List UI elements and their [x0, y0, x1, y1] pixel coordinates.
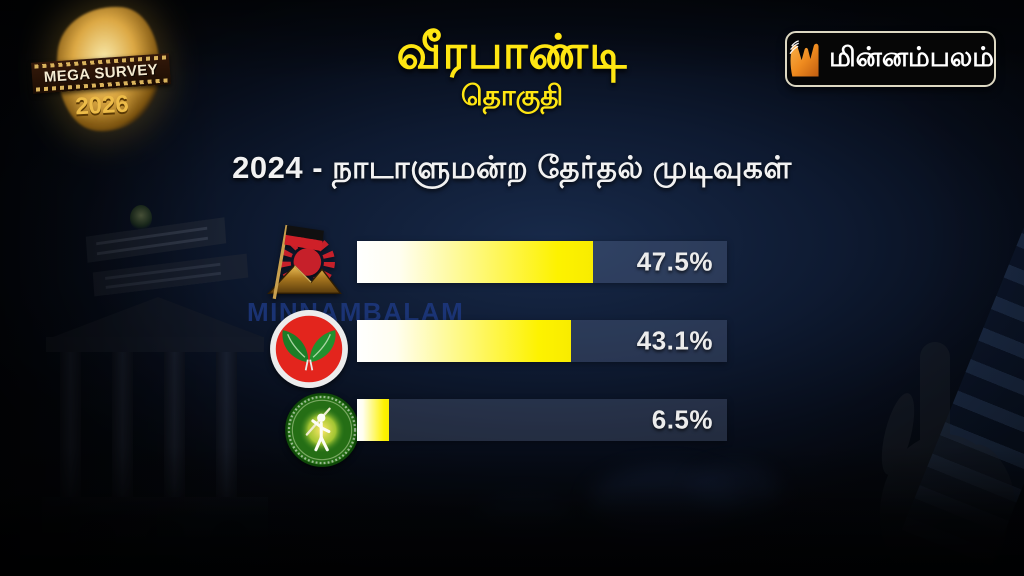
bar-fill-aiadmk	[357, 320, 572, 362]
bar-track-aiadmk: 43.1%	[357, 320, 727, 362]
bar-fill-ntk	[357, 399, 390, 441]
bar-fill-dmk	[357, 241, 594, 283]
bar-value-dmk: 47.5%	[636, 246, 713, 277]
minnambalam-m-icon	[789, 40, 819, 77]
bar-track-dmk: 47.5%	[357, 241, 727, 283]
ntk-farmer-badge-logo	[285, 393, 359, 467]
dmk-rising-sun-flag-logo	[267, 224, 342, 300]
bar-track-ntk: 6.5%	[357, 399, 727, 441]
bar-value-aiadmk: 43.1%	[636, 325, 713, 356]
aiadmk-two-leaves-logo	[270, 310, 348, 388]
section-title: 2024 - நாடாளுமன்ற தேர்தல் முடிவுகள்	[232, 150, 792, 185]
bar-value-ntk: 6.5%	[651, 404, 713, 435]
minnambalam-channel-badge: மின்னம்பலம்	[785, 31, 996, 87]
channel-name-label: மின்னம்பலம்	[829, 41, 994, 72]
